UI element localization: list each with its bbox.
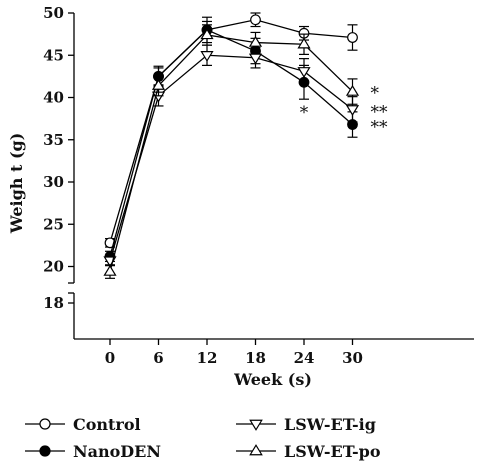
data-point	[345, 84, 360, 96]
legend-label: Control	[73, 415, 141, 434]
legend-item: Control	[25, 415, 141, 434]
significance-marker: *	[371, 84, 380, 104]
chart-axes	[68, 13, 474, 340]
x-tick-label: 30	[342, 349, 363, 367]
y-tick-label: 40	[43, 89, 64, 107]
x-tick-label: 0	[105, 349, 115, 367]
chart-ticks: 20 25 30 35 40 45 50 18 0 6 12 18 24 30	[43, 4, 363, 367]
chart-legend: Control NanoDEN LSW-ET-ig LSW-ET-po	[25, 415, 381, 461]
data-point	[250, 14, 261, 26]
x-tick-label: 18	[245, 349, 266, 367]
legend-item: NanoDEN	[25, 442, 161, 461]
x-tick-label: 24	[294, 349, 315, 367]
data-point	[347, 32, 358, 43]
legend-marker	[249, 444, 263, 456]
significance-marker: **	[371, 102, 389, 122]
y-tick-label: 30	[43, 173, 64, 191]
y-tick-label: 50	[43, 4, 64, 22]
legend-marker	[39, 418, 51, 430]
data-point	[297, 37, 311, 49]
series-lsw-et-ig	[103, 44, 360, 268]
data-point	[151, 78, 166, 90]
series-line	[109, 29, 353, 257]
legend-label: LSW-ET-ig	[284, 415, 376, 434]
x-tick-label: 12	[197, 349, 218, 367]
y-tick-label: 45	[43, 46, 64, 64]
significance-marker: *	[300, 103, 309, 123]
data-point	[248, 53, 263, 65]
data-point	[297, 67, 311, 78]
legend-item: LSW-ET-po	[236, 442, 381, 461]
series-line	[109, 54, 353, 261]
y-tick-label: 35	[43, 131, 64, 149]
data-point	[345, 105, 360, 117]
x-tick-label: 6	[153, 349, 163, 367]
legend-marker	[39, 445, 51, 457]
legend-marker	[249, 419, 263, 431]
series-nanoden	[104, 16, 358, 263]
series-line	[109, 34, 353, 272]
y-tick-label: 25	[43, 215, 64, 233]
series-lsw-et-po	[103, 24, 360, 279]
legend-item: LSW-ET-ig	[236, 415, 376, 434]
y-axis-title: Weigh t (g)	[7, 133, 26, 235]
chart-annotations: ******	[300, 84, 388, 138]
data-point	[103, 264, 117, 276]
legend-label: NanoDEN	[73, 442, 161, 461]
data-point	[248, 35, 263, 47]
y-tick-label: 20	[43, 258, 64, 276]
chart-series	[103, 12, 360, 279]
legend-label: LSW-ET-po	[284, 442, 381, 461]
significance-marker: **	[371, 118, 389, 138]
data-point	[200, 28, 214, 40]
y-tick-label: 18	[43, 294, 64, 312]
series-control	[104, 12, 358, 249]
x-axis-title: Week (s)	[233, 370, 312, 389]
data-point	[200, 51, 214, 62]
